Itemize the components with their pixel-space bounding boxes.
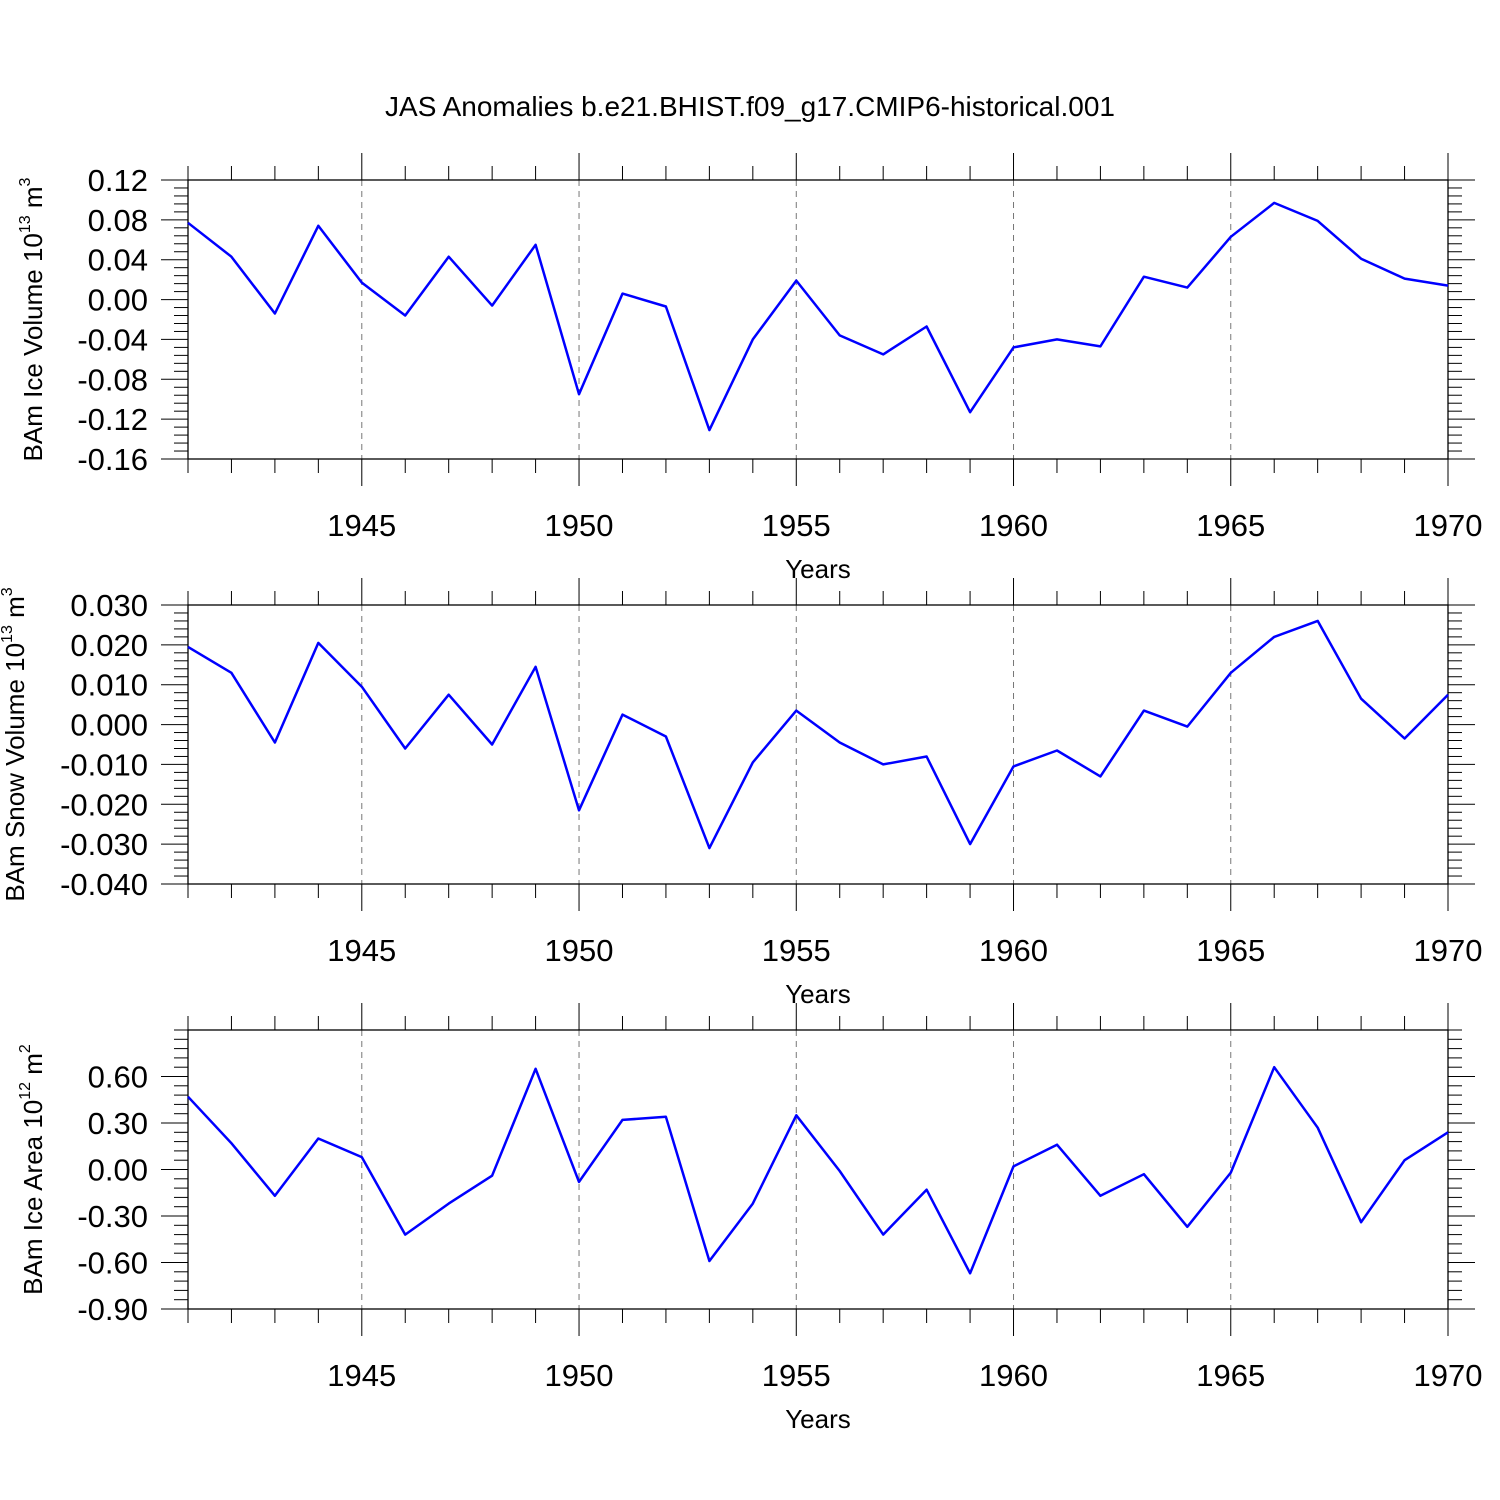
figure-title: JAS Anomalies b.e21.BHIST.f09_g17.CMIP6-… xyxy=(385,91,1115,122)
y-tick-label: 0.030 xyxy=(70,588,148,623)
y-tick-label: 0.04 xyxy=(88,243,148,278)
plot-frame xyxy=(187,1029,1449,1310)
x-tick-label: 1970 xyxy=(1414,1358,1483,1393)
y-tick-label: -0.08 xyxy=(77,362,148,397)
x-tick-label: 1955 xyxy=(762,1358,831,1393)
x-tick-label: 1965 xyxy=(1196,1358,1265,1393)
y-tick-label: -0.040 xyxy=(60,867,148,902)
x-tick-label: 1945 xyxy=(327,508,396,543)
y-tick-label: -0.16 xyxy=(77,442,148,477)
x-tick-label: 1970 xyxy=(1414,508,1483,543)
y-tick-label: 0.08 xyxy=(88,203,148,238)
y-axis-label: BAm Ice Area 1012 m2 xyxy=(17,1044,48,1295)
x-tick-label: 1965 xyxy=(1196,933,1265,968)
panel-3: 0.60 0.30 0.00 -0.30 -0.60 -0.90 1945 1950 1955 1… xyxy=(17,1003,1482,1434)
plot-frame xyxy=(187,604,1449,885)
y-axis-label: BAm Ice Volume 1013 m3 xyxy=(17,177,48,461)
y-tick-label: -0.60 xyxy=(77,1246,148,1281)
x-axis-label: Years xyxy=(785,979,851,1009)
y-tick-label: 0.60 xyxy=(88,1060,148,1095)
x-tick-label: 1965 xyxy=(1196,508,1265,543)
x-tick-label: 1950 xyxy=(545,933,614,968)
panel-2: 0.030 0.020 0.010 0.000 -0.010 -0.020 -0.030 -0… xyxy=(0,578,1482,1009)
y-tick-label: -0.020 xyxy=(60,787,148,822)
x-tick-label: 1955 xyxy=(762,933,831,968)
x-tick-label: 1960 xyxy=(979,1358,1048,1393)
y-tick-label: 0.00 xyxy=(88,1153,148,1188)
y-tick-label: 0.010 xyxy=(70,668,148,703)
y-tick-label: -0.12 xyxy=(77,402,148,437)
y-tick-label: -0.04 xyxy=(77,322,148,357)
x-tick-label: 1945 xyxy=(327,1358,396,1393)
x-tick-label: 1955 xyxy=(762,508,831,543)
x-axis-label: Years xyxy=(785,554,851,584)
y-tick-label: -0.010 xyxy=(60,747,148,782)
y-tick-label: 0.00 xyxy=(88,283,148,318)
plot-frame xyxy=(187,179,1449,460)
series-line xyxy=(187,619,1449,850)
x-tick-label: 1945 xyxy=(327,933,396,968)
y-tick-label: 0.020 xyxy=(70,628,148,663)
y-tick-label: 0.12 xyxy=(88,163,148,198)
x-tick-label: 1970 xyxy=(1414,933,1483,968)
panel-1: 0.12 0.08 0.04 0.00 -0.04 -0.08 -0.12 -0.16 1945… xyxy=(17,153,1482,584)
series-line xyxy=(187,1065,1449,1275)
x-tick-label: 1960 xyxy=(979,508,1048,543)
y-tick-label: 0.30 xyxy=(88,1106,148,1141)
x-tick-label: 1950 xyxy=(545,508,614,543)
x-axis-label: Years xyxy=(785,1404,851,1434)
series-line xyxy=(187,201,1449,432)
x-tick-label: 1960 xyxy=(979,933,1048,968)
y-axis-label: BAm Snow Volume 1013 m3 xyxy=(0,587,30,901)
y-tick-label: -0.30 xyxy=(77,1199,148,1234)
y-tick-label: -0.030 xyxy=(60,827,148,862)
x-tick-label: 1950 xyxy=(545,1358,614,1393)
y-tick-label: 0.000 xyxy=(70,708,148,743)
y-tick-label: -0.90 xyxy=(77,1292,148,1327)
